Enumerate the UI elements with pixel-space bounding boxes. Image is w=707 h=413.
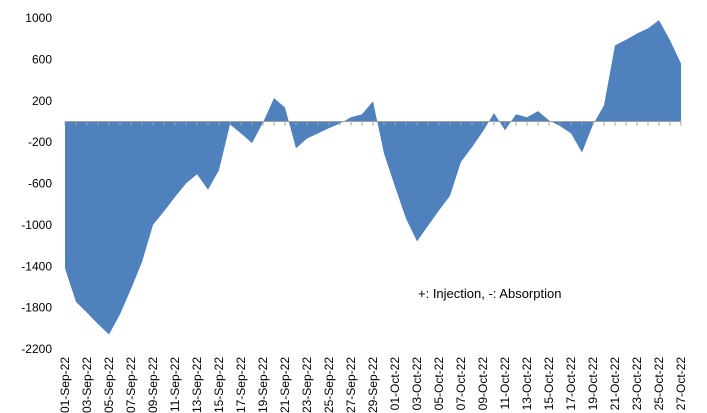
x-tick-label: 15-Oct-22	[542, 357, 556, 411]
x-tick-label: 25-Oct-22	[652, 357, 666, 411]
x-tick-label: 05-Sep-22	[102, 357, 116, 413]
x-tick-label: 07-Sep-22	[124, 357, 138, 413]
x-tick-label: 01-Oct-22	[388, 357, 402, 411]
x-tick-label: 21-Sep-22	[278, 357, 292, 413]
x-tick-label: 09-Oct-22	[476, 357, 490, 411]
x-tick-label: 15-Sep-22	[212, 357, 226, 413]
x-tick-label: 19-Sep-22	[256, 357, 270, 413]
x-tick-label: 29-Sep-22	[366, 357, 380, 413]
x-tick-label: 07-Oct-22	[454, 357, 468, 411]
y-tick-label: -200	[28, 135, 52, 149]
y-tick-label: 600	[32, 52, 52, 66]
x-tick-label: 01-Sep-22	[58, 357, 72, 413]
y-tick-label: -1800	[21, 301, 52, 315]
annotation: +: Injection, -: Absorption	[418, 286, 561, 301]
x-tick-label: 09-Sep-22	[146, 357, 160, 413]
x-tick-label: 11-Sep-22	[168, 357, 182, 412]
x-tick-label: 05-Oct-22	[432, 357, 446, 411]
x-tick-label: 13-Oct-22	[520, 357, 534, 411]
x-tick-label: 03-Oct-22	[410, 357, 424, 411]
x-tick-label: 11-Oct-22	[498, 357, 512, 410]
y-tick-label: -600	[28, 177, 52, 191]
x-tick-label: 17-Sep-22	[234, 357, 248, 413]
y-tick-label: -1400	[21, 259, 52, 273]
y-tick-label: 200	[32, 94, 52, 108]
x-tick-label: 19-Oct-22	[586, 357, 600, 411]
y-tick-label: -1000	[21, 218, 52, 232]
y-tick-label: -2200	[21, 342, 52, 356]
x-tick-label: 27-Oct-22	[674, 357, 688, 411]
x-tick-label: 21-Oct-22	[608, 357, 622, 411]
x-tick-label: 23-Oct-22	[630, 357, 644, 411]
x-tick-label: 23-Sep-22	[300, 357, 314, 413]
plot: 1000 600 200 -200 -600 -1000 -1400 -1800 -2200 01…	[21, 11, 688, 413]
x-tick-label: 17-Oct-22	[564, 357, 578, 411]
y-tick-label: 1000	[25, 11, 52, 25]
x-tick-label: 03-Sep-22	[80, 357, 94, 413]
area	[65, 20, 681, 335]
x-tick-label: 13-Sep-22	[190, 357, 204, 413]
x-tick-label: 25-Sep-22	[322, 357, 336, 413]
x-tick-label: 27-Sep-22	[344, 357, 358, 413]
